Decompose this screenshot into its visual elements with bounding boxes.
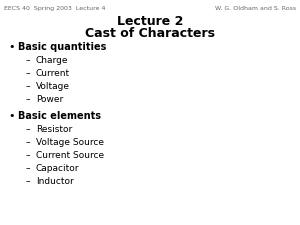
Text: W. G. Oldham and S. Ross: W. G. Oldham and S. Ross: [215, 6, 296, 11]
Text: •: •: [8, 111, 14, 121]
Text: Basic quantities: Basic quantities: [18, 42, 106, 52]
Text: Capacitor: Capacitor: [36, 164, 80, 173]
Text: –: –: [26, 177, 31, 186]
Text: –: –: [26, 56, 31, 65]
Text: –: –: [26, 138, 31, 147]
Text: –: –: [26, 69, 31, 78]
Text: Basic elements: Basic elements: [18, 111, 101, 121]
Text: Resistor: Resistor: [36, 125, 72, 134]
Text: –: –: [26, 151, 31, 160]
Text: –: –: [26, 82, 31, 91]
Text: Charge: Charge: [36, 56, 68, 65]
Text: Voltage Source: Voltage Source: [36, 138, 104, 147]
Text: Current: Current: [36, 69, 70, 78]
Text: Inductor: Inductor: [36, 177, 74, 186]
Text: EECS 40  Spring 2003  Lecture 4: EECS 40 Spring 2003 Lecture 4: [4, 6, 106, 11]
Text: Power: Power: [36, 95, 63, 104]
Text: –: –: [26, 164, 31, 173]
Text: –: –: [26, 125, 31, 134]
Text: Voltage: Voltage: [36, 82, 70, 91]
Text: Cast of Characters: Cast of Characters: [85, 27, 215, 40]
Text: Current Source: Current Source: [36, 151, 104, 160]
Text: –: –: [26, 95, 31, 104]
Text: Lecture 2: Lecture 2: [117, 15, 183, 28]
Text: •: •: [8, 42, 14, 52]
